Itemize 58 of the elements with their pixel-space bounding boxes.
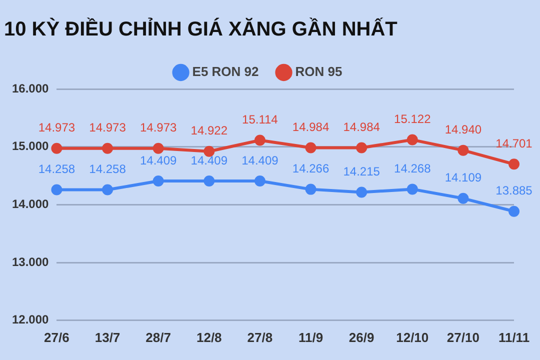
x-tick-label: 12/10	[396, 330, 429, 345]
data-label: 15.122	[394, 112, 432, 126]
data-label: 13.885	[496, 184, 533, 198]
y-tick-label: 16.000	[12, 81, 50, 96]
data-label: 14.409	[190, 153, 228, 168]
x-tick-label: 26/9	[348, 330, 374, 345]
x-tick-label: 13/7	[94, 330, 120, 345]
data-label: 14.258	[38, 162, 76, 176]
data-label: 14.973	[140, 120, 177, 135]
data-label: 14.109	[444, 170, 482, 185]
x-tick-label: 27/8	[247, 330, 273, 345]
y-tick-label: 14.000	[12, 197, 50, 212]
data-label: 14.409	[242, 153, 279, 168]
x-tick-label: 11/11	[498, 330, 530, 345]
y-tick-label: 13.000	[12, 254, 50, 269]
point	[458, 192, 469, 204]
data-label: 14.973	[38, 120, 76, 135]
point	[102, 142, 114, 154]
data-label: 14.409	[140, 153, 177, 168]
point	[152, 176, 164, 187]
data-label: 14.258	[89, 162, 126, 176]
x-tick-label: 28/7	[146, 330, 171, 345]
y-tick-label: 15.000	[12, 139, 50, 154]
point	[508, 158, 520, 170]
point	[254, 176, 266, 187]
data-label: 14.266	[292, 162, 330, 176]
data-label: 14.268	[394, 162, 432, 176]
point	[356, 142, 368, 154]
data-label: 14.922	[190, 124, 228, 138]
point	[254, 134, 266, 146]
legend-label: E5 RON 92	[192, 64, 259, 80]
point	[204, 176, 215, 187]
data-label: 14.973	[89, 120, 126, 135]
x-tick-label: 27/10	[446, 330, 480, 345]
legend-label: RON 95	[295, 64, 342, 80]
point	[406, 134, 418, 146]
point	[356, 186, 368, 198]
point	[305, 142, 316, 154]
point	[508, 206, 520, 217]
data-label: 14.940	[444, 122, 482, 137]
point	[458, 144, 469, 156]
point	[406, 184, 418, 195]
data-label: 14.215	[343, 164, 380, 179]
x-tick-label: 11/9	[298, 330, 324, 345]
data-label: 14.701	[496, 136, 533, 150]
chart-title: 10 KỲ ĐIỀU CHỈNH GIÁ XĂNG GẦN NHẤT	[4, 18, 398, 41]
data-label: 14.984	[292, 120, 330, 134]
x-tick-label: 27/6	[44, 330, 70, 345]
y-tick-label: 12.000	[12, 312, 50, 327]
point	[152, 142, 164, 154]
x-tick-label: 12/8	[196, 330, 222, 345]
point	[51, 142, 62, 154]
point	[305, 184, 316, 195]
point	[51, 184, 62, 196]
data-label: 15.114	[242, 112, 278, 127]
point	[102, 184, 114, 196]
point	[204, 146, 215, 157]
data-label: 14.984	[343, 120, 380, 134]
